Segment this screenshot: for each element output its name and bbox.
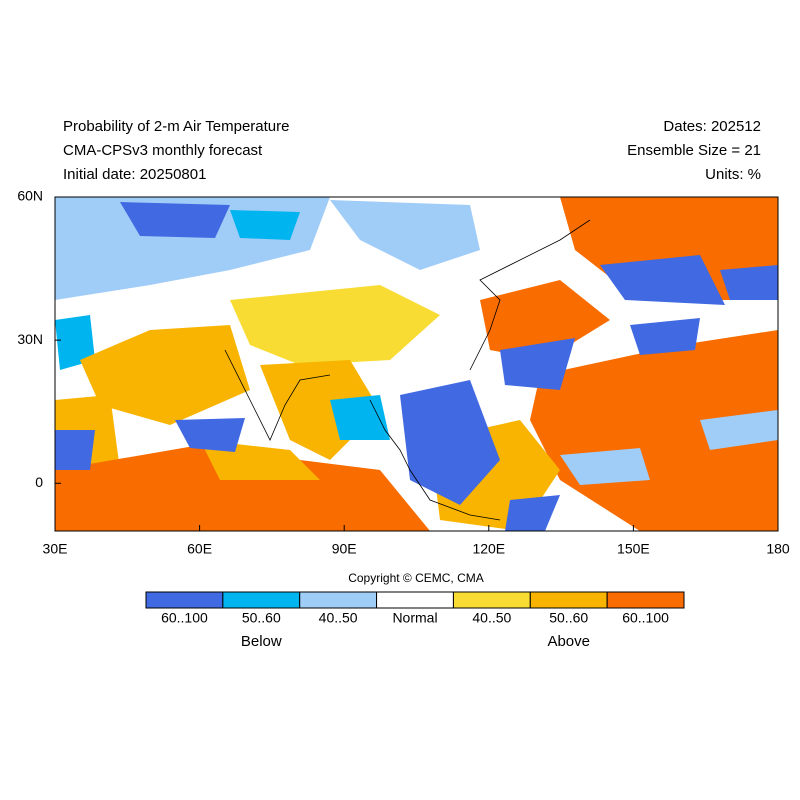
legend-label: Normal [392,610,437,626]
info-line: Dates: 202512 [663,118,761,135]
legend-above: Above [547,633,590,650]
y-tick-label: 0 [35,474,43,490]
legend-label: 60..100 [622,610,669,626]
legend-label: 50..60 [549,610,588,626]
y-tick-label: 30N [17,331,43,347]
x-tick-label: 60E [187,541,212,557]
map-frame [54,196,779,532]
x-tick-label: 150E [617,541,650,557]
title-line: Probability of 2-m Air Temperature [63,118,290,135]
legend-swatch [299,591,378,609]
legend-swatch [376,591,454,609]
map-field [55,197,778,531]
x-tick-label: 30E [43,541,68,557]
copyright: Copyright © CEMC, CMA [348,571,484,585]
legend-swatch [222,591,301,609]
legend-label: 40..50 [472,610,511,626]
x-tick-label: 180 [766,541,790,557]
legend-swatch [145,591,224,609]
x-tick-label: 120E [472,541,505,557]
legend-label: 50..60 [242,610,281,626]
y-tick-label: 60N [17,188,43,204]
legend-below: Below [241,633,282,650]
title-line: CMA-CPSv3 monthly forecast [63,142,263,159]
info-line: Ensemble Size = 21 [627,142,761,159]
legend-swatch [529,591,608,609]
legend-swatch [452,591,531,609]
title-line: Initial date: 20250801 [63,166,206,183]
legend-swatch [606,591,685,609]
legend-label: 40..50 [319,610,358,626]
legend-label: 60..100 [161,610,208,626]
info-line: Units: % [705,166,761,183]
x-tick-label: 90E [332,541,357,557]
